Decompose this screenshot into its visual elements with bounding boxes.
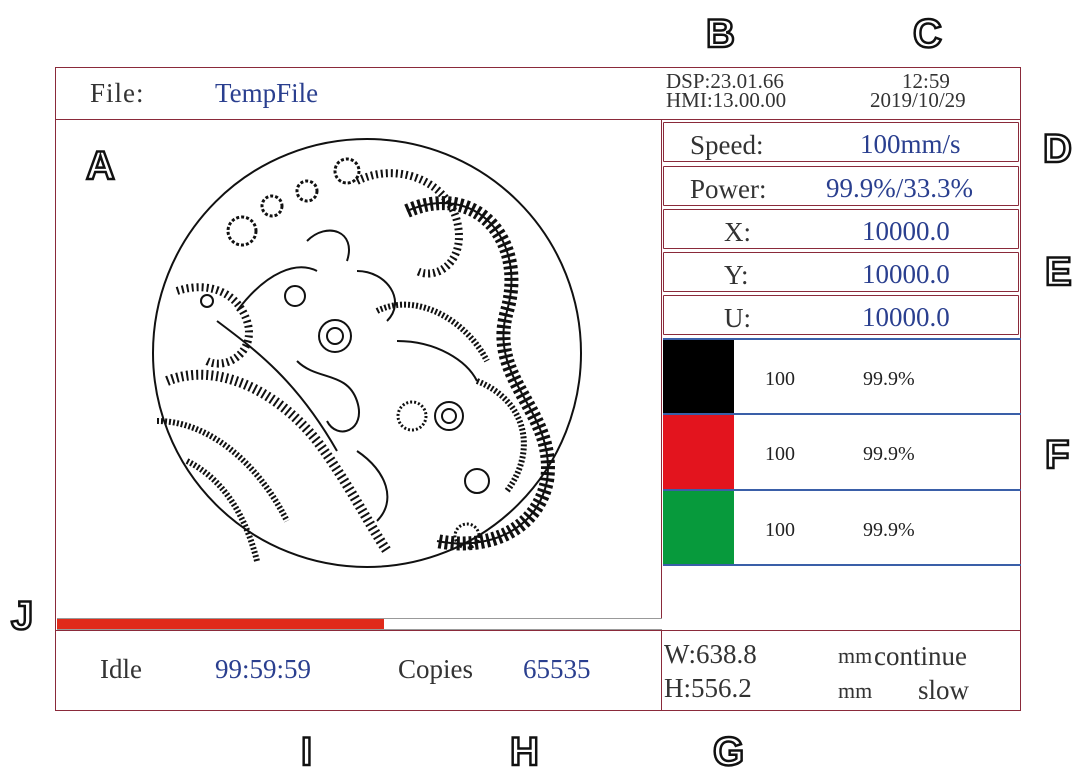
run-mode: continue xyxy=(874,641,967,671)
speed-mode: slow xyxy=(918,675,970,705)
clock-time: 12:59 xyxy=(902,69,950,93)
header-divider xyxy=(55,119,1021,120)
dsp-version: DSP:23.01.66 xyxy=(666,69,784,93)
layer-speed: 100 xyxy=(765,443,795,465)
layer-row[interactable]: 100 99.9% xyxy=(663,489,1021,565)
work-height: H:556.2 xyxy=(664,673,752,703)
speed-label: Speed: xyxy=(690,130,764,160)
progress-fill xyxy=(57,619,384,629)
x-value: 10000.0 xyxy=(862,216,950,246)
annotation-j: J xyxy=(10,594,35,638)
height-unit: mm xyxy=(838,678,873,703)
layer-color-swatch xyxy=(663,415,734,489)
annotation-i: I xyxy=(300,730,314,774)
annotation-d: D xyxy=(1042,127,1073,171)
speed-field[interactable]: Speed: 100mm/s xyxy=(663,122,1019,162)
u-value: 10000.0 xyxy=(862,302,950,332)
file-preview[interactable] xyxy=(57,121,660,617)
power-value: 99.9%/33.3% xyxy=(826,173,973,203)
annotation-b: B xyxy=(705,12,736,56)
elapsed-time: 99:59:59 xyxy=(215,654,312,684)
layer-row[interactable]: 100 99.9% xyxy=(663,413,1021,489)
layer-row[interactable]: 100 99.9% xyxy=(663,338,1021,414)
y-position-field[interactable]: Y: 10000.0 xyxy=(663,252,1019,292)
x-position-field[interactable]: X: 10000.0 xyxy=(663,209,1019,249)
layer-list-bottom-border xyxy=(663,564,1021,566)
dragon-phoenix-engraving-icon xyxy=(152,138,582,568)
layer-speed: 100 xyxy=(765,519,795,541)
run-state: Idle xyxy=(100,654,142,684)
annotation-e: E xyxy=(1044,250,1073,294)
file-name[interactable]: TempFile xyxy=(215,78,319,108)
u-label: U: xyxy=(724,303,751,333)
x-label: X: xyxy=(724,217,751,247)
layer-power: 99.9% xyxy=(863,443,915,465)
work-width: W:638.8 xyxy=(664,639,757,669)
annotation-g: G xyxy=(712,730,746,774)
copies-value: 65535 xyxy=(523,654,591,684)
u-position-field[interactable]: U: 10000.0 xyxy=(663,295,1019,335)
controller-screen xyxy=(55,67,1021,711)
preview-right-border xyxy=(661,119,662,711)
annotation-a: A xyxy=(85,144,116,188)
power-field[interactable]: Power: 99.9%/33.3% xyxy=(663,166,1019,206)
file-label: File: xyxy=(90,78,145,108)
hmi-version: HMI:13.00.00 xyxy=(666,88,787,112)
clock-date: 2019/10/29 xyxy=(870,88,966,112)
layer-speed: 100 xyxy=(765,368,795,390)
annotation-h: H xyxy=(509,730,540,774)
annotation-c: C xyxy=(912,12,943,56)
speed-value: 100mm/s xyxy=(860,129,961,159)
width-unit: mm xyxy=(838,643,873,668)
layer-color-swatch xyxy=(663,340,734,414)
y-value: 10000.0 xyxy=(862,259,950,289)
copies-label: Copies xyxy=(398,654,474,684)
status-divider xyxy=(55,630,1021,631)
layer-power: 99.9% xyxy=(863,368,915,390)
power-label: Power: xyxy=(690,174,767,204)
layer-power: 99.9% xyxy=(863,519,915,541)
y-label: Y: xyxy=(724,260,749,290)
progress-bar xyxy=(57,618,662,630)
annotation-f: F xyxy=(1044,433,1071,477)
layer-color-swatch xyxy=(663,491,734,565)
